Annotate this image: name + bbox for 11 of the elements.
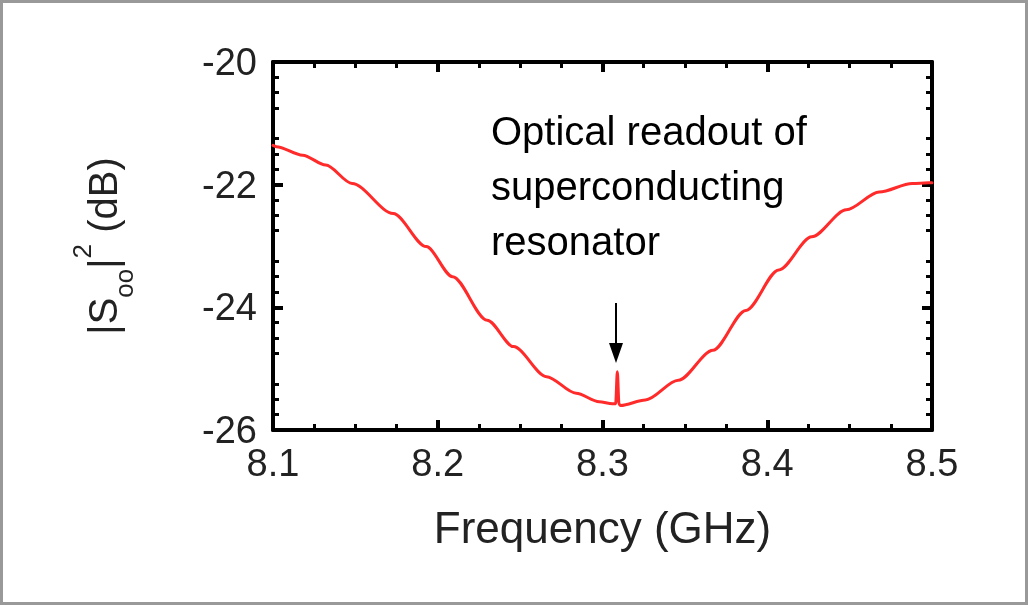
x-tick-label: 8.5 [905,442,959,484]
y-tick-label: -22 [202,163,257,206]
x-tick-label: 8.2 [411,442,465,484]
y-axis-title: |Soo|2 (dB) [67,157,139,335]
x-tick-label: 8.4 [740,442,794,484]
x-tick-label: 8.3 [576,442,629,484]
y-tick-label: -24 [202,286,257,329]
x-axis-title: Frequency (GHz) [433,502,772,552]
y-tick-label: -20 [202,41,257,83]
x-tick-label: 8.1 [246,442,300,484]
annotation: Optical readout of superconducting resonator [491,108,818,263]
